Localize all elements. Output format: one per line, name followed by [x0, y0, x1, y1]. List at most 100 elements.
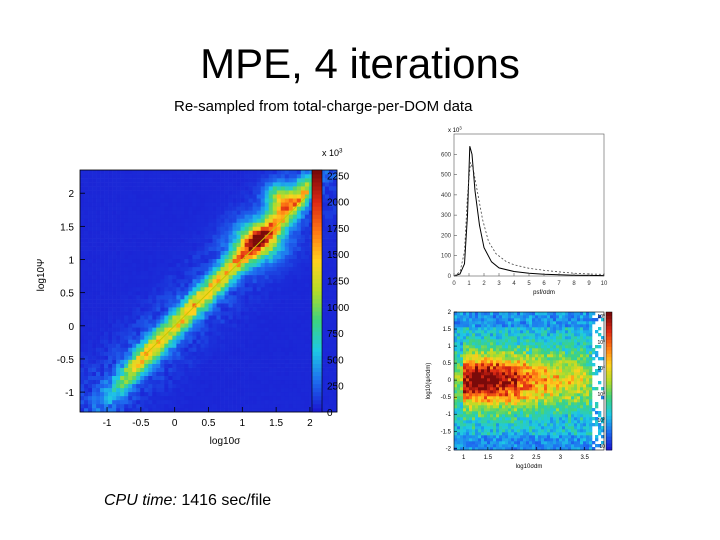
heatmap-cell	[92, 391, 97, 397]
heatmap-cell	[320, 182, 326, 187]
heatmap-cell	[272, 331, 278, 336]
heatmap-cell	[208, 403, 213, 409]
heatmap-cell	[88, 403, 93, 409]
heatmap-cell	[116, 230, 121, 235]
heatmap-cell	[517, 405, 521, 409]
heatmap-cell	[240, 270, 245, 276]
heatmap-cell	[136, 403, 141, 409]
heatmap-cell	[324, 230, 330, 235]
heatmap-cell	[490, 408, 494, 412]
heatmap-cell	[140, 399, 145, 405]
heatmap-cell	[292, 351, 298, 356]
heatmap-cell	[308, 339, 314, 344]
heatmap-cell	[188, 186, 193, 191]
heatmap-cell	[192, 291, 197, 296]
heatmap-cell	[160, 339, 165, 344]
heatmap-cell	[475, 399, 479, 403]
heatmap-cell	[475, 408, 479, 412]
heatmap-cell	[463, 426, 467, 430]
heatmap-cell	[152, 307, 157, 312]
heatmap-cell	[184, 363, 189, 368]
heatmap-cell	[472, 396, 476, 400]
heatmap-cell	[124, 278, 129, 284]
heatmap-cell	[200, 371, 205, 376]
heatmap-cell	[192, 335, 197, 340]
heatmap-cell	[320, 399, 326, 405]
heatmap-cell	[268, 242, 274, 247]
heatmap-cell	[160, 286, 165, 292]
heatmap-cell	[188, 258, 193, 264]
heatmap-cell	[220, 274, 225, 280]
heatmap-cell	[212, 218, 217, 223]
heatmap-cell	[284, 379, 290, 385]
heatmap-cell	[112, 258, 117, 264]
heatmap-cell	[148, 190, 153, 195]
heatmap-cell	[200, 295, 205, 300]
heatmap-cell	[300, 202, 306, 207]
heatmap-cell	[332, 371, 338, 376]
heatmap-cell	[517, 396, 521, 400]
heatmap-cell	[284, 230, 290, 235]
heatmap-cell	[212, 222, 217, 227]
heatmap-cell	[108, 347, 113, 352]
heatmap-cell	[160, 178, 165, 183]
heatmap-cell	[296, 347, 302, 352]
heatmap-cell	[132, 250, 137, 255]
heatmap-cell	[484, 390, 488, 394]
heatmap-cell	[204, 303, 209, 308]
heatmap-cell	[308, 299, 314, 304]
heatmap-cell	[220, 250, 225, 255]
heatmap-cell	[196, 278, 201, 284]
heatmap-cell	[284, 295, 290, 300]
heatmap-cell	[276, 391, 282, 397]
heatmap-cell	[144, 242, 149, 247]
heatmap-cell	[260, 202, 266, 207]
heatmap-cell	[208, 274, 213, 280]
heatmap-cell	[204, 371, 209, 376]
heatmap-cell	[228, 266, 233, 272]
heatmap-cell	[236, 399, 241, 405]
heatmap-cell	[499, 342, 503, 346]
heatmap-cell	[196, 371, 201, 376]
heatmap-cell	[136, 323, 141, 328]
heatmap-cell	[232, 194, 237, 199]
heatmap-cell	[484, 363, 488, 367]
heatmap-cell	[212, 331, 217, 336]
heatmap-cell	[475, 384, 479, 388]
heatmap-cell	[478, 348, 482, 352]
heatmap-cell	[308, 387, 314, 393]
heatmap-cell	[104, 319, 109, 324]
heatmap-cell	[156, 254, 161, 260]
heatmap-cell	[252, 174, 257, 179]
heatmap-cell	[499, 330, 503, 334]
heatmap-cell	[320, 250, 326, 255]
heatmap-cell	[469, 369, 473, 373]
heatmap-cell	[164, 190, 169, 195]
heatmap-cell	[296, 234, 302, 239]
heatmap-cell	[164, 218, 169, 223]
heatmap-cell	[100, 254, 105, 260]
heatmap-cell	[200, 274, 205, 280]
heatmap-cell	[204, 315, 209, 320]
heatmap-cell	[499, 333, 503, 337]
heatmap-cell	[300, 230, 306, 235]
heatmap-cell	[328, 278, 334, 284]
heatmap-cell	[112, 270, 117, 276]
colorbar-segment	[312, 311, 322, 316]
heatmap-cell	[256, 407, 262, 413]
heatmap-cell	[466, 345, 470, 349]
heatmap-cell	[132, 234, 137, 239]
heatmap-cell	[208, 234, 213, 239]
heatmap-cell	[284, 291, 290, 296]
heatmap-cell	[172, 387, 177, 393]
heatmap-cell	[328, 407, 334, 413]
heatmap-cell	[478, 426, 482, 430]
heatmap-cell	[216, 375, 221, 381]
heatmap-cell	[128, 347, 133, 352]
heatmap-cell	[493, 408, 497, 412]
heatmap-cell	[136, 327, 141, 332]
heatmap-cell	[308, 254, 314, 260]
heatmap-cell	[112, 363, 117, 368]
heatmap-cell	[328, 395, 334, 401]
heatmap-cell	[204, 282, 209, 288]
